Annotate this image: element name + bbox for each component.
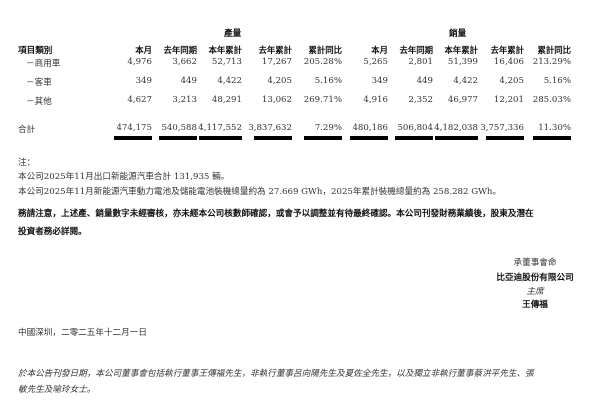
table-cell: 4,916 [363,95,388,105]
place-date: 中國深圳，二零二五年十二月一日 [18,328,147,338]
total-cell: 4,182,038 [434,123,478,133]
column-header: 去年累計 [258,45,293,55]
table-cell: 46,977 [447,95,478,105]
total-underline [350,136,388,140]
column-header: 去年累計 [490,45,525,55]
table-cell: 349 [135,76,152,86]
row-label: －其他 [26,97,52,107]
total-underline [159,136,197,140]
column-header: 本年累計 [208,45,243,55]
total-cell: 540,588 [161,123,197,133]
table-cell: 12,201 [493,95,524,105]
note-export: 本公司2025年11月出口新能源汽車合計 131,935 輛。 [18,172,230,182]
total-underline [114,136,152,140]
table-cell: 13,062 [261,95,292,105]
notes-title: 注： [18,158,36,168]
total-underline [254,136,292,140]
column-header: 去年同期 [163,45,198,55]
column-header: 本月 [135,45,152,55]
note-battery: 本公司2025年11月新能源汽車動力電池及儲能電池裝機總量約為 27.669 G… [18,187,502,197]
group-header-production: 產量 [224,29,242,39]
table-cell: 5,265 [363,57,388,67]
signature-company: 比亞迪股份有限公司 [496,273,574,283]
table-cell: 449 [416,76,433,86]
table-cell: 4,205 [499,76,524,86]
table-cell: 4,627 [127,95,152,105]
row-label: －商用車 [26,59,61,69]
warning-line-2: 投資者務必詳閱。 [18,227,87,237]
column-header: 本月 [371,45,388,55]
total-cell: 3,757,336 [480,123,524,133]
table-cell: 4,205 [267,76,292,86]
table-cell: 4,422 [217,76,242,86]
table-cell: 3,662 [172,57,197,67]
table-cell: 205.28% [303,57,342,67]
table-cell: 51,399 [447,57,478,67]
table-cell: 4,976 [127,57,152,67]
table-cell: 349 [371,76,388,86]
column-header: 累計同比 [308,45,343,55]
row-label: －客車 [26,78,52,88]
directors-line-1: 於本公告刊發日期，本公司董事會包括執行董事王傳福先生，非執行董事呂向陽先生及夏佐… [18,369,534,379]
total-cell: 4,117,552 [198,123,242,133]
total-cell: 480,186 [352,123,388,133]
table-cell: 285.03% [532,95,571,105]
table-cell: 48,291 [211,95,242,105]
signature-name: 王傳福 [522,300,548,310]
warning-line-1: 務請注意，上述產、銷量數字未經審核，亦未經本公司核數師確認，或會予以調整並有待最… [18,209,534,219]
signature-role: 主席 [526,287,544,297]
category-header: 項目類別 [18,46,53,56]
column-header: 去年同期 [399,45,434,55]
table-cell: 3,213 [172,95,197,105]
total-underline [435,136,478,140]
table-cell: 213.29% [532,57,571,67]
total-underline [304,136,342,140]
total-underline [395,136,433,140]
table-cell: 5.16% [314,76,342,86]
table-cell: 449 [180,76,197,86]
column-header: 累計同比 [537,45,572,55]
table-cell: 2,352 [408,95,433,105]
total-underline [199,136,242,140]
table-cell: 2,801 [408,57,433,67]
table-cell: 17,267 [261,57,292,67]
total-label: 合計 [18,125,36,135]
table-cell: 4,422 [453,76,478,86]
total-cell: 11.30% [538,123,571,133]
group-header-sales: 銷量 [449,29,467,39]
table-cell: 269.71% [303,95,342,105]
table-cell: 52,713 [211,57,242,67]
signature-by-order: 承董事會命 [513,258,557,268]
total-cell: 7.29% [314,123,342,133]
total-underline [533,136,571,140]
table-cell: 16,406 [493,57,524,67]
total-cell: 474,175 [116,123,152,133]
table-cell: 5.16% [543,76,571,86]
column-header: 本年累計 [444,45,479,55]
total-underline [486,136,524,140]
directors-line-2: 敏先生及喻玲女士。 [18,385,96,395]
total-cell: 3,837,632 [248,123,292,133]
total-cell: 506,804 [397,123,433,133]
